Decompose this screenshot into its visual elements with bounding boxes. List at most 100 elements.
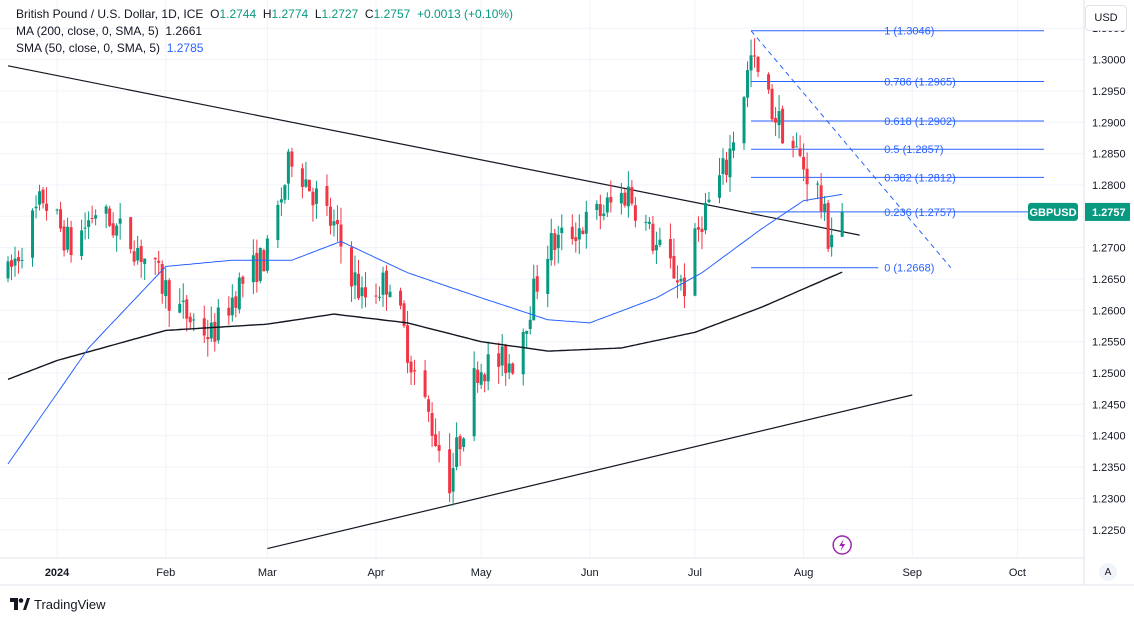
time-tick-label: 2024: [45, 567, 70, 579]
candle-body: [728, 148, 732, 178]
candle-body: [388, 291, 392, 298]
candle-body: [230, 297, 234, 316]
time-axis[interactable]: 2024 Feb Mar Apr May Jun Jul Aug Sep Oct: [45, 567, 1026, 579]
candle-body: [802, 156, 806, 170]
candle-body: [402, 303, 406, 326]
symbol-title[interactable]: British Pound / U.S. Dollar, 1D, ICE: [16, 7, 204, 21]
price-tick-label: 1.2400: [1092, 431, 1126, 443]
candle-body: [434, 434, 438, 446]
candle-body: [265, 238, 269, 271]
candle-body: [476, 369, 480, 383]
candle-body: [227, 307, 231, 316]
candle-body: [777, 111, 781, 126]
candle-body: [262, 250, 266, 272]
time-tick-label: Aug: [794, 567, 814, 579]
candle-body: [234, 296, 238, 308]
candle-body: [59, 209, 63, 229]
candle-body: [423, 370, 427, 397]
brand-name: TradingView: [34, 596, 106, 612]
ohlc-values: O1.2744 H1.2774 L1.2727 C1.2757: [207, 7, 414, 21]
candle-body: [45, 203, 49, 211]
candle-body: [62, 226, 66, 251]
candle-body: [69, 227, 73, 256]
price-axis[interactable]: 1.30501.30001.29501.29001.28501.28001.27…: [1092, 23, 1126, 537]
trendlines[interactable]: [7, 65, 913, 550]
ma200-value: 1.2661: [165, 24, 203, 38]
close-label: C: [364, 7, 374, 21]
price-tick-label: 1.3000: [1092, 55, 1126, 67]
candle-body: [167, 280, 171, 311]
candle-body: [462, 438, 466, 447]
high-value: 1.2774: [271, 7, 309, 21]
candle-body: [276, 204, 280, 241]
price-tick-label: 1.2450: [1092, 399, 1126, 411]
time-tick-label: Oct: [1009, 567, 1026, 579]
candle-body: [132, 251, 136, 262]
candle-body: [581, 230, 585, 235]
candle-body: [483, 374, 487, 382]
candle-body: [115, 225, 119, 236]
candle-body: [290, 151, 294, 167]
candle-body: [556, 234, 560, 249]
candle-body: [283, 185, 287, 200]
price-badge-group: GBPUSD 1.2757: [1028, 202, 1130, 221]
candle-body: [791, 140, 795, 149]
candle-body: [767, 74, 771, 90]
candle-body: [619, 192, 623, 204]
candle-body: [549, 233, 553, 261]
candle-body: [700, 228, 704, 232]
candle-body: [732, 142, 736, 151]
tradingview-logo[interactable]: TradingView: [10, 594, 106, 614]
fib-trend-line: [750, 30, 952, 269]
price-tick-label: 1.2700: [1092, 243, 1126, 255]
candle-body: [87, 220, 91, 227]
candle-body: [574, 237, 578, 242]
ma200-line: [7, 271, 843, 380]
chart-legend: British Pound / U.S. Dollar, 1D, ICE O1.…: [16, 6, 513, 57]
candle-body: [363, 287, 367, 298]
candle-body: [139, 246, 143, 263]
candle-body: [80, 230, 84, 256]
candle-body: [237, 277, 241, 310]
candle-body: [525, 330, 529, 334]
candle-body: [328, 206, 332, 226]
sma50-label[interactable]: SMA (50, close, 0, SMA, 5): [16, 41, 161, 55]
price-tick-label: 1.2350: [1092, 462, 1126, 474]
candle-body: [378, 296, 382, 298]
candle-body: [164, 280, 168, 297]
candle-body: [455, 437, 459, 467]
fib-level-label: 1 (1.3046): [884, 26, 934, 38]
candle-body: [651, 223, 655, 251]
candle-body: [413, 370, 417, 372]
candle-body: [823, 203, 827, 212]
legend-symbol-row: British Pound / U.S. Dollar, 1D, ICE O1.…: [16, 6, 513, 23]
candle-body: [409, 361, 413, 373]
fib-level-label: 0 (1.2668): [884, 263, 934, 275]
fibonacci-retracement[interactable]: [750, 30, 1045, 269]
candle-body: [458, 436, 462, 450]
last-price-badge: [1085, 202, 1130, 221]
candle-body: [90, 218, 94, 220]
candle-body: [577, 228, 581, 240]
tradingview-logo-icon: [10, 598, 30, 610]
candle-body: [535, 276, 539, 292]
candle-body: [830, 234, 834, 248]
candle-body: [279, 199, 283, 203]
ma200-label[interactable]: MA (200, close, 0, SMA, 5): [16, 24, 159, 38]
candle-body: [311, 191, 315, 206]
auto-scale-button[interactable]: A: [1099, 563, 1117, 581]
candle-body: [314, 188, 318, 204]
candle-body: [507, 363, 511, 373]
time-tick-label: Mar: [258, 567, 277, 579]
event-marker-group[interactable]: [832, 535, 852, 555]
chart-axes: [0, 0, 1134, 586]
candle-body: [528, 319, 532, 329]
currency-button[interactable]: USD: [1085, 5, 1127, 31]
candle-body: [560, 227, 564, 234]
candle-body: [6, 261, 10, 279]
candle-body: [644, 221, 648, 223]
candle-body: [153, 257, 157, 260]
candle-body: [381, 272, 385, 295]
candle-body: [356, 273, 360, 299]
